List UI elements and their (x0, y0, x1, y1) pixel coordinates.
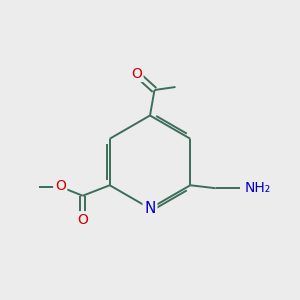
Text: O: O (55, 178, 66, 193)
Text: N: N (144, 201, 156, 216)
Text: O: O (77, 213, 88, 227)
Text: NH₂: NH₂ (244, 181, 271, 195)
Text: O: O (131, 67, 142, 80)
